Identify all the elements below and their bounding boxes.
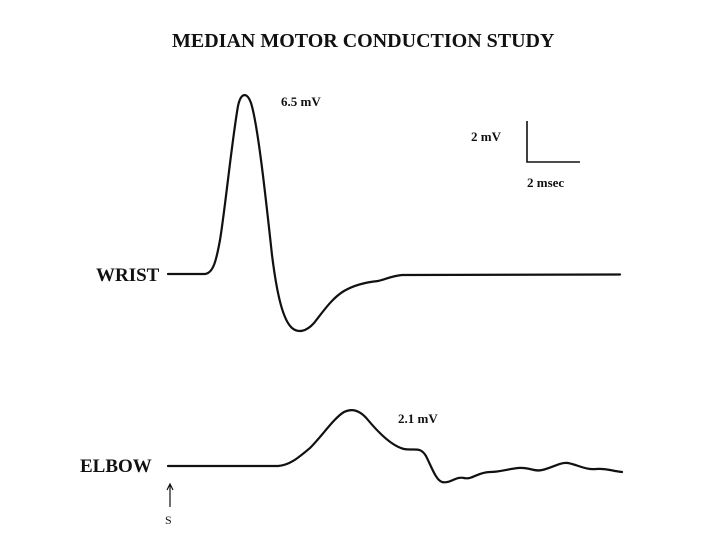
- stimulus-arrow: [166, 482, 174, 507]
- wrist-trace-group: WRIST 6.5 mV: [96, 94, 622, 333]
- stimulus-label: S: [165, 513, 172, 527]
- elbow-trace-group: ELBOW 2.1 mV: [80, 409, 624, 484]
- scale-bar-time-label: 2 msec: [527, 175, 564, 190]
- wrist-waveform: [166, 94, 622, 333]
- scale-bar-lines: [526, 121, 580, 163]
- figure-title: MEDIAN MOTOR CONDUCTION STUDY: [172, 30, 555, 52]
- elbow-waveform: [166, 409, 624, 484]
- elbow-label: ELBOW: [80, 456, 152, 477]
- stimulus-marker: S: [165, 482, 174, 527]
- wrist-amplitude-label: 6.5 mV: [281, 94, 321, 109]
- wrist-label: WRIST: [96, 265, 160, 286]
- scale-bar-amplitude-label: 2 mV: [471, 129, 502, 144]
- scale-bar: 2 mV 2 msec: [471, 121, 580, 190]
- elbow-amplitude-label: 2.1 mV: [398, 411, 438, 426]
